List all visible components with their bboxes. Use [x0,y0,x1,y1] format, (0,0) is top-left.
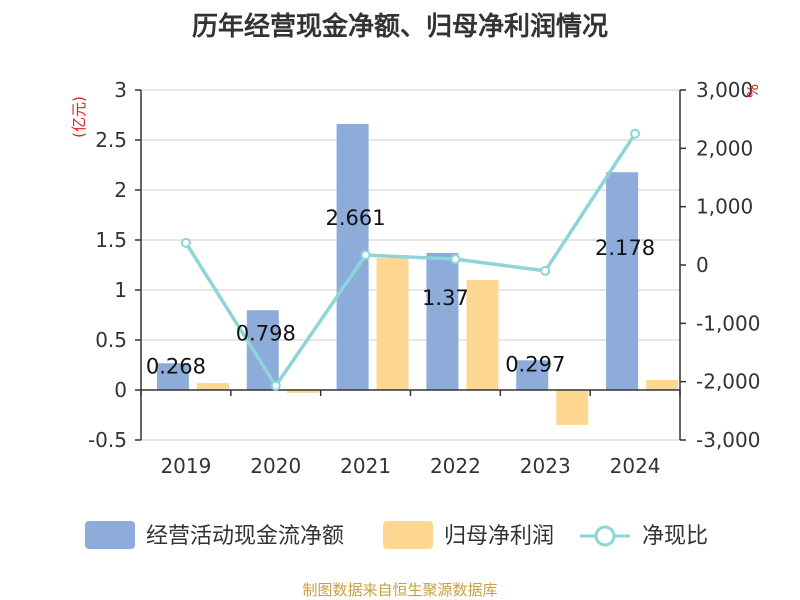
legend: 经营活动现金流净额 归母净利润 净现比 [85,521,708,549]
ratio-point [180,237,191,248]
left-tick-label: 2 [114,178,127,202]
legend-label-net-profit: 归母净利润 [444,524,554,549]
legend-swatch-net-profit [383,521,433,549]
chart-title: 历年经营现金净额、归母净利润情况 [191,12,608,42]
bar-cash-flow [516,360,549,390]
data-labels: 0.268 0.798 2.661 1.37 0.297 2.178 [146,206,655,378]
right-tick-label: 2,000 [696,136,753,160]
source-note: 制图数据来自恒生聚源数据库 [302,581,498,599]
bar-net-profit [466,280,499,390]
bars [156,123,679,425]
right-tick-label: -2,000 [696,370,760,394]
left-axis-unit: (亿元) [70,96,88,138]
bar-cash-flow [606,172,639,390]
right-tick-label: 1,000 [696,195,753,219]
left-tick-label: -0.5 [88,428,127,452]
legend-label-ratio: 净现比 [642,524,708,549]
left-tick-label: 2.5 [95,128,127,152]
x-tick-label: 2020 [250,454,301,478]
ratio-point [450,254,461,265]
left-tick-label: 3 [114,78,127,102]
ratio-point [270,380,281,391]
right-tick-label: -1,000 [696,311,760,335]
ratio-point [630,128,641,139]
x-tick-label: 2022 [430,454,481,478]
legend-swatch-cash-flow [85,521,135,549]
data-label: 2.661 [326,206,386,230]
x-tick-label: 2023 [520,454,571,478]
right-axis-unit: % [744,84,762,98]
ratio-line-path [184,132,637,389]
left-tick-label: 1.5 [95,228,127,252]
ratio-point [540,265,551,276]
data-label: 2.178 [595,236,655,260]
legend-label-cash-flow: 经营活动现金流净额 [146,524,344,549]
left-tick-label: 0 [114,378,127,402]
ratio-line [180,128,641,391]
bar-net-profit [646,380,679,390]
bar-cash-flow [426,253,459,390]
bar-net-profit [376,258,409,390]
tick-labels: -0.5 0 0.5 1 1.5 2 2.5 3 -3,000 -2,000 -1,000 0 1,00… [88,78,761,478]
axes [135,89,686,441]
data-label: 0.268 [146,354,206,378]
right-tick-label: 3,000 [696,78,753,102]
right-tick-label: -3,000 [696,428,760,452]
bar-net-profit [556,390,589,425]
left-tick-label: 1 [114,278,127,302]
x-tick-label: 2021 [340,454,391,478]
x-tick-label: 2019 [160,454,211,478]
right-tick-label: 0 [696,253,709,277]
data-label: 0.798 [236,322,296,346]
bar-cash-flow [156,363,189,390]
x-tick-label: 2024 [610,454,661,478]
bar-net-profit [196,383,229,390]
legend-swatch-ratio-marker [594,525,616,547]
left-tick-label: 0.5 [95,328,127,352]
data-label: 1.37 [422,286,469,310]
ratio-point [360,250,371,261]
bar-net-profit [286,390,319,393]
data-label: 0.297 [505,353,565,377]
